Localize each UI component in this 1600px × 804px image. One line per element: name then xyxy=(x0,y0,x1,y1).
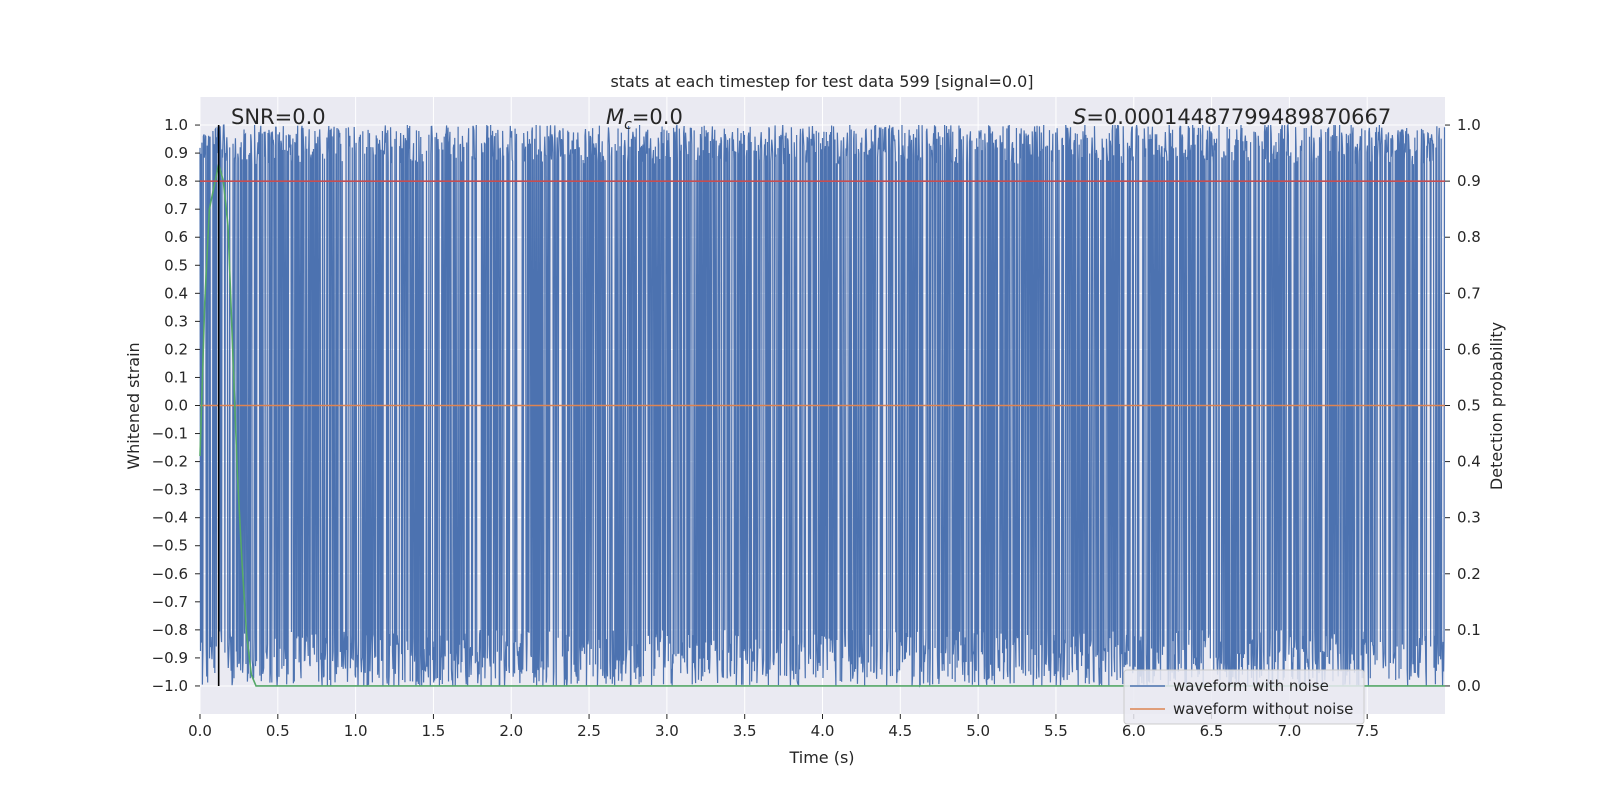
y2-tick-label: 0.9 xyxy=(1457,172,1481,190)
x-tick-label: 1.0 xyxy=(344,722,368,740)
legend: waveform with noise waveform without noi… xyxy=(1123,669,1365,725)
y2-tick-label: 0.2 xyxy=(1457,565,1481,583)
x-tick-label: 7.0 xyxy=(1277,722,1301,740)
y-tick-label: 0.7 xyxy=(164,200,188,218)
y-tick-label: 0.2 xyxy=(164,340,188,358)
y-tick-label: −0.4 xyxy=(152,509,188,527)
x-tick-label: 7.5 xyxy=(1355,722,1379,740)
y-tick-label: 0.4 xyxy=(164,284,188,302)
chirp-mass-value: =0.0 xyxy=(632,105,683,129)
x-tick-label: 3.5 xyxy=(733,722,757,740)
y-tick-label: 0.9 xyxy=(164,144,188,162)
y-tick-label: −0.2 xyxy=(152,453,188,471)
y-tick-label: 0.8 xyxy=(164,172,188,190)
y2-tick-label: 0.8 xyxy=(1457,228,1481,246)
y-tick-label: 0.6 xyxy=(164,228,188,246)
x-tick-label: 0.5 xyxy=(266,722,290,740)
noise-waveform-path xyxy=(199,122,1446,688)
x-tick-label: 5.0 xyxy=(966,722,990,740)
chirp-mass-annotation: Mc=0.0 xyxy=(606,105,683,133)
x-tick-label: 0.0 xyxy=(188,722,212,740)
y2-tick-label: 0.4 xyxy=(1457,453,1481,471)
s-symbol: S xyxy=(1073,105,1086,129)
y-tick-label: 1.0 xyxy=(164,116,188,134)
y2-tick-label: 0.3 xyxy=(1457,509,1481,527)
series-lines xyxy=(199,125,1445,687)
x-tick-label: 2.0 xyxy=(499,722,523,740)
x-axis-label: Time (s) xyxy=(788,748,854,767)
y2-tick-label: 0.6 xyxy=(1457,340,1481,358)
legend-label-noise: waveform with noise xyxy=(1173,677,1329,695)
x-tick-label: 4.5 xyxy=(888,722,912,740)
s-value: =0.00014487799489870667 xyxy=(1086,105,1391,129)
y2-tick-label: 0.1 xyxy=(1457,621,1481,639)
snr-annotation: SNR=0.0 xyxy=(231,105,326,129)
y-tick-label: −0.9 xyxy=(152,649,188,667)
x-tick-label: 1.5 xyxy=(422,722,446,740)
y-tick-label: −0.7 xyxy=(152,593,188,611)
s-annotation: S=0.00014487799489870667 xyxy=(1073,105,1391,129)
y-tick-label: 0.1 xyxy=(164,368,188,386)
y-tick-label: 0.3 xyxy=(164,312,188,330)
axes: 0.0 0.5 1.0 1.5 2.0 2.5 3.0 3.5 4.0 4.5 5.0 5.5 6.0 6… xyxy=(152,116,1481,740)
y-tick-label: −0.1 xyxy=(152,425,188,443)
x-tick-label: 5.5 xyxy=(1044,722,1068,740)
y2-tick-label: 1.0 xyxy=(1457,116,1481,134)
y2-tick-label: 0.5 xyxy=(1457,397,1481,415)
waveform-with-noise-series xyxy=(199,122,1446,688)
chirp-mass-symbol: M xyxy=(606,105,624,129)
x-tick-label: 6.5 xyxy=(1200,722,1224,740)
y-tick-label: −0.6 xyxy=(152,565,188,583)
y-tick-label: 0.0 xyxy=(164,397,188,415)
x-tick-label: 4.0 xyxy=(811,722,835,740)
y-tick-label: −0.5 xyxy=(152,537,188,555)
y2-tick-label: 0.0 xyxy=(1457,677,1481,695)
y2-tick-label: 0.7 xyxy=(1457,284,1481,302)
x-tick-label: 2.5 xyxy=(577,722,601,740)
legend-label-clean: waveform without noise xyxy=(1173,700,1353,718)
y-axis-label: Whitened strain xyxy=(124,342,143,469)
y2-axis-label: Detection probability xyxy=(1487,322,1506,490)
y-tick-label: −1.0 xyxy=(152,677,188,695)
y-tick-label: 0.5 xyxy=(164,256,188,274)
legend-box xyxy=(1123,669,1365,725)
chart-title: stats at each timestep for test data 599… xyxy=(610,72,1033,91)
chirp-mass-subscript: c xyxy=(624,117,632,133)
x-tick-label: 6.0 xyxy=(1122,722,1146,740)
y-tick-label: −0.8 xyxy=(152,621,188,639)
detection-probability-line xyxy=(199,164,1445,687)
y-tick-label: −0.3 xyxy=(152,481,188,499)
x-tick-label: 3.0 xyxy=(655,722,679,740)
